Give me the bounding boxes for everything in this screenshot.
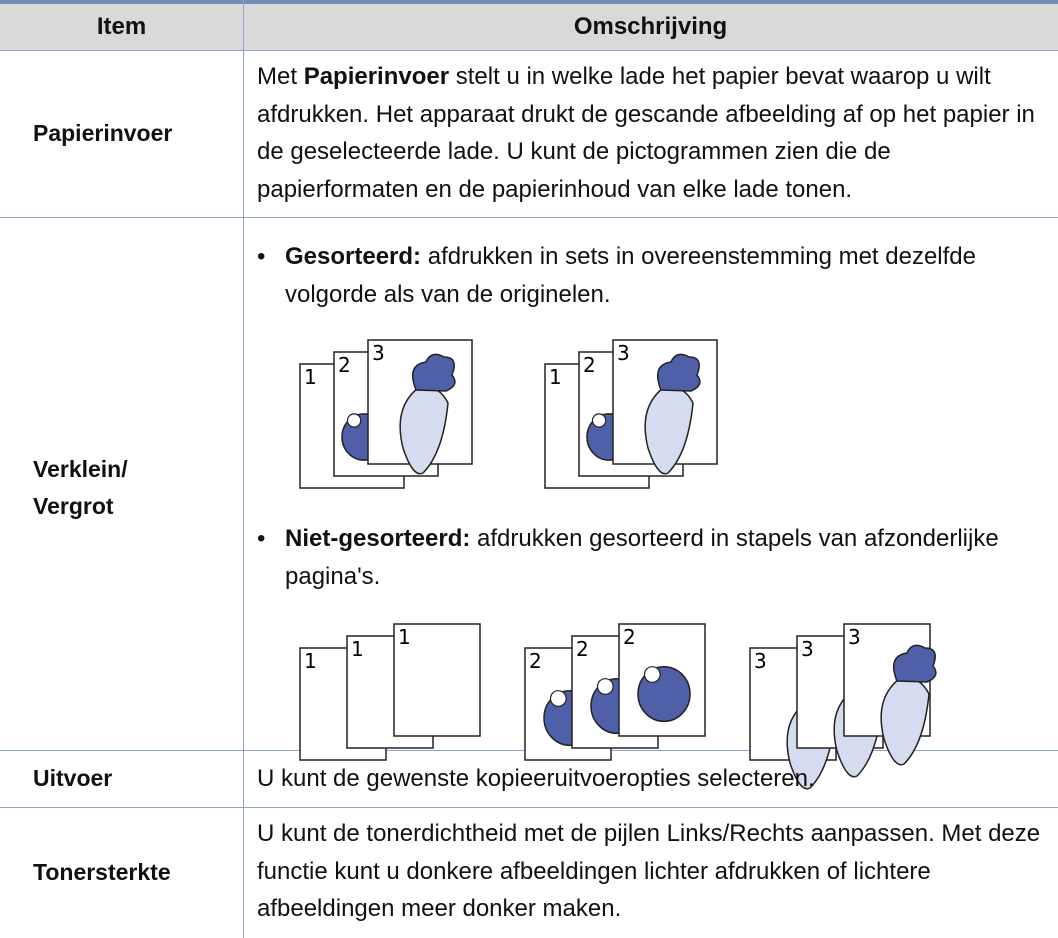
page-number: 1 bbox=[351, 637, 364, 661]
text: stelt u in welke lade het papier bevat w… bbox=[257, 63, 1035, 203]
item-cell: Papierinvoer bbox=[33, 120, 173, 146]
worm bbox=[643, 666, 661, 683]
worm bbox=[346, 413, 362, 428]
description: U kunt de tonerdichtheid met de pijlen L… bbox=[257, 820, 1041, 922]
column-divider bbox=[243, 0, 244, 938]
page-number: 3 bbox=[848, 625, 861, 649]
page-number: 2 bbox=[338, 353, 351, 377]
item-cell: Uitvoer bbox=[33, 765, 113, 791]
item-cell: Tonersterkte bbox=[33, 859, 171, 885]
bullet: Niet-gesorteerd: afdrukken gesorteerd in… bbox=[257, 520, 1047, 595]
carrot-leaves bbox=[656, 353, 701, 392]
page-number: 1 bbox=[304, 365, 317, 389]
description: U kunt de gewenste kopieeruitvoeropties … bbox=[257, 765, 815, 792]
row-divider bbox=[0, 217, 1058, 218]
page-number: 3 bbox=[801, 637, 814, 661]
page-number: 3 bbox=[754, 649, 767, 673]
row-divider bbox=[0, 807, 1058, 808]
header-cell: Item bbox=[96, 13, 147, 40]
carrot-leaves bbox=[411, 353, 456, 392]
page-number: 2 bbox=[529, 649, 542, 673]
page-number: 2 bbox=[576, 637, 589, 661]
term: Gesorteerd: bbox=[285, 243, 422, 270]
paper bbox=[393, 623, 481, 737]
text: Met bbox=[257, 63, 304, 90]
carrot bbox=[880, 677, 930, 766]
text: afdrukken in sets in overeenstemming met… bbox=[285, 243, 976, 308]
text: afdrukken gesorteerd in stapels van afzo… bbox=[285, 525, 999, 590]
page-number: 3 bbox=[617, 341, 630, 365]
page-number: 1 bbox=[549, 365, 562, 389]
carrot bbox=[399, 386, 449, 475]
bullet: Gesorteerd: afdrukken in sets in overeen… bbox=[257, 238, 1047, 313]
item-cell: Verklein/ Vergrot bbox=[33, 456, 128, 519]
worm bbox=[596, 678, 614, 695]
page-number: 1 bbox=[304, 649, 317, 673]
carrot bbox=[644, 386, 694, 475]
page-number: 2 bbox=[623, 625, 636, 649]
term: Papierinvoer bbox=[303, 63, 450, 90]
page-number: 1 bbox=[398, 625, 411, 649]
description: Met Papierinvoer stelt u in welke lade h… bbox=[257, 58, 1047, 208]
header-cell: Omschrijving bbox=[573, 13, 728, 40]
table-header bbox=[0, 0, 1058, 50]
worm bbox=[591, 413, 607, 428]
page-number: 3 bbox=[372, 341, 385, 365]
term: Niet-gesorteerd: bbox=[285, 525, 471, 552]
page-number: 2 bbox=[583, 353, 596, 377]
worm bbox=[549, 690, 567, 707]
row-divider bbox=[0, 50, 1058, 51]
carrot-leaves bbox=[892, 644, 937, 683]
